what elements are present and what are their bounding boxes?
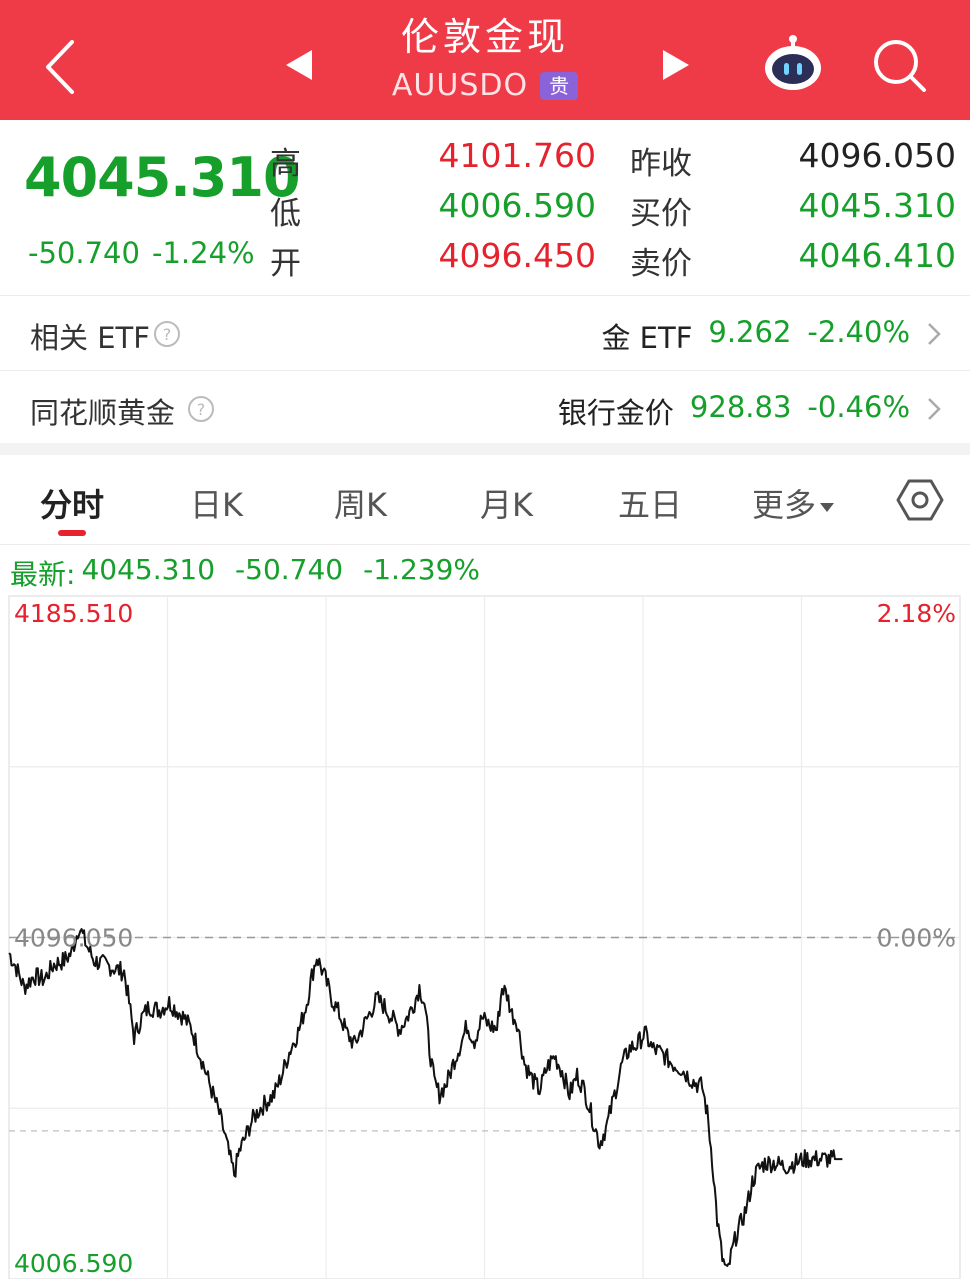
chevron-right-icon [928,323,941,345]
etf-change: -2.40% [807,315,910,349]
low-value: 4006.590 [438,186,596,225]
search-icon [874,40,926,92]
question-icon[interactable]: ? [187,395,215,423]
price-change: -50.740 [28,236,140,270]
latest-change-percent: -1.239% [363,553,480,586]
robot-icon [765,35,821,90]
settings-hexagon-icon [896,479,944,521]
divider [0,544,970,545]
instrument-title-block: 伦敦金现 AUUSDO 贵 [330,12,640,104]
next-instrument-button[interactable] [655,40,695,90]
question-icon[interactable]: ? [153,320,181,348]
pct-axis-top-label: 2.18% [877,599,956,628]
current-price: 4045.310 [24,146,301,209]
low-label: 低 [270,196,301,232]
page-title: 伦敦金现 [400,15,569,59]
price-series-line [8,928,843,1267]
high-label: 高 [270,146,301,182]
ask-value: 4046.410 [798,236,956,275]
y-axis-top-label: 4185.510 [14,599,133,628]
bank-gold-name: 银行金价 [557,396,674,430]
quote-panel: 4045.310 -50.740 -1.24% 高 低 开 4101.760 4… [0,120,970,295]
etf-value: 9.262 [708,315,792,349]
open-value: 4096.450 [438,236,596,275]
prev-close-label: 昨收 [630,146,692,182]
tab-more-label: 更多 [752,486,817,524]
high-value: 4101.760 [438,136,596,175]
intraday-chart[interactable]: 4185.510 2.18% 4096.050 0.00% 4006.590 [0,592,970,1279]
y-axis-mid-label: 4096.050 [14,924,133,953]
search-button[interactable] [868,34,932,98]
ths-gold-label: 同花顺黄金 [30,396,176,430]
latest-readout: 最新: 4045.310 -50.740 -1.239% [10,553,480,593]
previous-instrument-button[interactable] [280,40,320,90]
price-change-percent: -1.24% [152,236,255,270]
instrument-symbol: AUUSDO [391,68,529,103]
pct-axis-mid-label: 0.00% [877,924,956,953]
svg-text:?: ? [163,325,172,344]
divider [0,295,970,296]
chevron-left-icon [46,40,74,94]
latest-price: 4045.310 [81,553,216,586]
svg-text:?: ? [197,400,206,419]
open-label: 开 [270,246,301,282]
active-tab-indicator [58,530,86,536]
back-button[interactable] [30,30,90,100]
tab-five-day[interactable]: 五日 [618,486,683,524]
tab-daily-k[interactable]: 日K [190,486,243,524]
ask-label: 卖价 [630,246,692,282]
bank-gold-change: -0.46% [807,390,910,424]
latest-change: -50.740 [235,553,344,586]
latest-label: 最新: [10,558,76,591]
tab-more[interactable]: 更多 [752,480,835,526]
section-gap [0,443,970,455]
chart-settings-button[interactable] [896,478,944,522]
etf-name: 金 ETF [601,321,693,355]
app-header: 伦敦金现 AUUSDO 贵 [0,0,970,120]
ths-gold-row[interactable]: 同花顺黄金 ? 银行金价 928.83 -0.46% [0,371,970,445]
related-etf-row[interactable]: 相关 ETF ? 金 ETF 9.262 -2.40% [0,296,970,370]
y-axis-bottom-label: 4006.590 [14,1249,133,1278]
bank-gold-value: 928.83 [689,390,792,424]
divider [0,370,970,371]
tab-intraday[interactable]: 分时 [40,486,105,524]
tab-weekly-k[interactable]: 周K [334,486,387,524]
bid-label: 买价 [630,196,692,232]
ai-assistant-button[interactable] [760,30,826,96]
tab-monthly-k[interactable]: 月K [480,486,533,524]
chevron-right-icon [928,398,941,420]
chart-tabs: 分时 日K 周K 月K 五日 更多 [0,456,970,544]
related-etf-label: 相关 ETF [30,321,150,355]
caret-down-icon [820,502,835,512]
triangle-right-icon [663,50,689,80]
prev-close-value: 4096.050 [798,136,956,175]
bid-value: 4045.310 [798,186,956,225]
triangle-left-icon [286,50,312,80]
category-badge: 贵 [540,72,579,100]
